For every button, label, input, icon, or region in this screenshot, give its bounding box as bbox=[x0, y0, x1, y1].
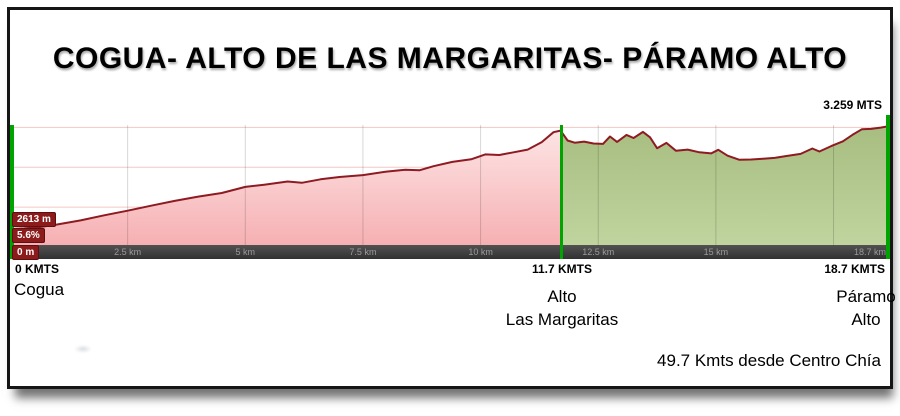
start-distance-badge: 0 m bbox=[12, 245, 40, 260]
route-marker-finish bbox=[886, 115, 890, 259]
finish-name-line2: Alto bbox=[851, 310, 881, 329]
waypoint-finish-name: Páramo Alto bbox=[836, 285, 896, 331]
axis-tick-label: 18.7 km bbox=[853, 247, 886, 257]
axis-tick-label: 5 km bbox=[235, 247, 256, 257]
waypoint-labels: 0 KMTS 11.7 KMTS 18.7 KMTS Cogua Alto La… bbox=[10, 259, 896, 386]
waypoint-start-km: 0 KMTS bbox=[15, 262, 60, 276]
smudge-mark bbox=[74, 345, 92, 353]
plot-area: 2613 m 5.6% bbox=[10, 125, 890, 245]
axis-tick-label: 7.5 km bbox=[349, 247, 377, 257]
start-elevation-badge: 2613 m bbox=[12, 212, 56, 227]
axis-tick-label: 10 km bbox=[468, 247, 493, 257]
axis-tick-label: 2.5 km bbox=[114, 247, 142, 257]
grade-badge: 5.6% bbox=[12, 228, 45, 243]
waypoint-summit-km: 11.7 KMTS bbox=[531, 262, 593, 276]
finish-name-line1: Páramo bbox=[836, 287, 896, 306]
distance-axis: 0 m 2.5 km 5 km 7.5 km 10 km 12.5 km 15 km 18.… bbox=[10, 245, 890, 260]
footer-distance-note: 49.7 Kmts desde Centro Chía bbox=[657, 351, 881, 370]
elevation-chart: 2613 m 5.6% 0 m 2.5 km 5 km 7.5 km 10 km 12.… bbox=[10, 115, 890, 260]
elevation-profile-svg bbox=[10, 125, 890, 245]
profile-card: COGUA- ALTO DE LAS MARGARITAS- PÁRAMO AL… bbox=[7, 7, 896, 389]
route-marker-summit bbox=[559, 125, 563, 259]
axis-tick-label: 15 km bbox=[703, 247, 729, 257]
summit-name-line1: Alto bbox=[547, 287, 577, 306]
waypoint-start-name: Cogua bbox=[14, 280, 65, 299]
waypoint-finish-km: 18.7 KMTS bbox=[824, 262, 885, 276]
page-title: COGUA- ALTO DE LAS MARGARITAS- PÁRAMO AL… bbox=[52, 42, 848, 75]
waypoint-summit-name: Alto Las Margaritas bbox=[506, 285, 618, 331]
summit-name-line2: Las Margaritas bbox=[505, 310, 619, 329]
axis-tick-label: 12.5 km bbox=[582, 247, 615, 257]
max-elevation-label: 3.259 MTS bbox=[823, 98, 882, 112]
route-marker-start bbox=[10, 125, 14, 259]
